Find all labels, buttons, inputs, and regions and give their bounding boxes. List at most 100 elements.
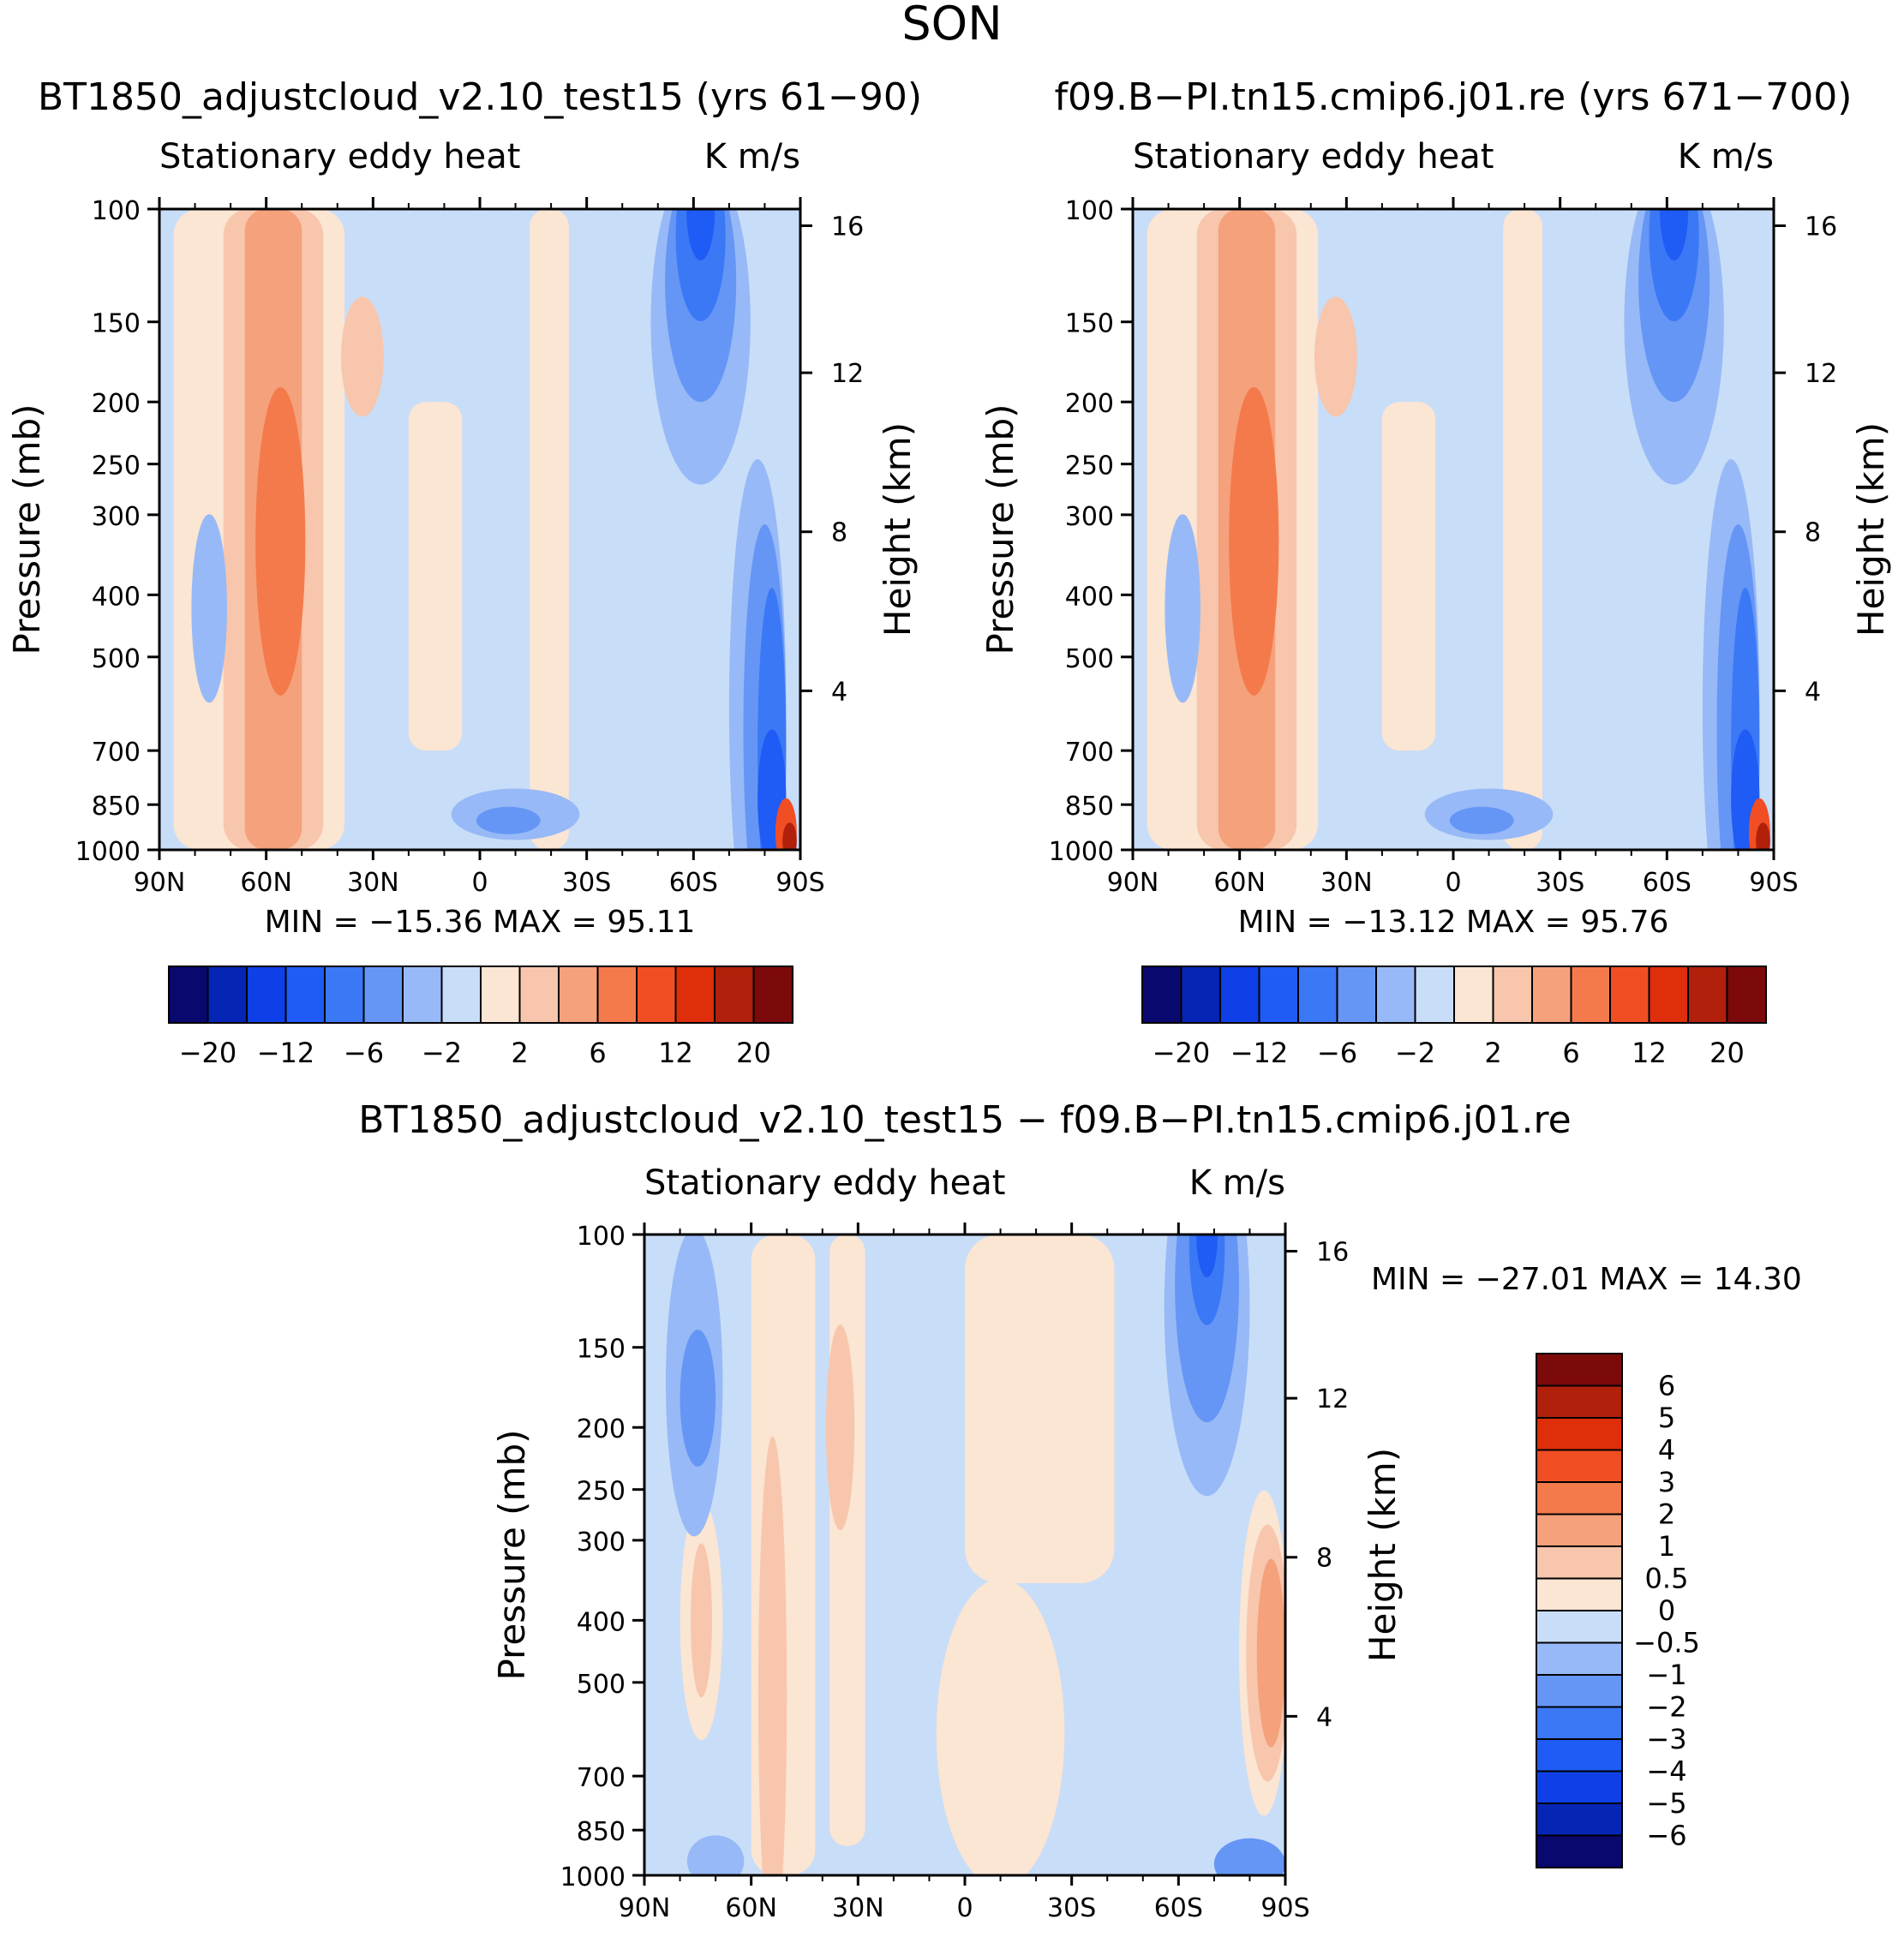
x-tick-label: 60S <box>1154 1893 1203 1923</box>
x-tick-label: 0 <box>956 1893 973 1923</box>
neg-sh-upper-4 <box>686 209 715 260</box>
colorbar-swatch <box>1687 966 1728 1024</box>
y-tick-label: 500 <box>1065 644 1114 674</box>
y-tick-label: 150 <box>577 1335 626 1365</box>
y-tick-label: 100 <box>577 1222 626 1252</box>
blob-neg-eq-core <box>476 806 541 834</box>
panel-title: BT1850_adjustcloud_v2.10_test15 (yrs 61−… <box>38 75 922 119</box>
colorbar-label: −1 <box>1646 1659 1686 1691</box>
colorbar-label: −5 <box>1646 1787 1686 1820</box>
colorbar-swatch <box>752 966 793 1024</box>
colorbar-swatch <box>1726 966 1767 1024</box>
colorbar-label: −12 <box>1230 1037 1289 1069</box>
colorbar-swatch <box>1297 966 1338 1024</box>
x-tick-label: 0 <box>1445 868 1461 898</box>
colorbar-swatch <box>1536 1353 1623 1387</box>
diff-pos-nh-core-2 <box>825 1324 855 1531</box>
colorbar-swatch <box>1536 1738 1623 1773</box>
diff-pos-nh-high-core <box>691 1543 712 1698</box>
y-tick-label: 200 <box>1065 389 1114 419</box>
y-axis-right-title: Height (km) <box>1362 1448 1404 1662</box>
colorbar-label: 5 <box>1658 1402 1675 1434</box>
colorbar-label: 6 <box>1562 1037 1579 1069</box>
colorbar-label: −6 <box>1317 1037 1357 1069</box>
panel-title: f09.B−PI.tn15.cmip6.j01.re (yrs 671−700) <box>1055 75 1853 119</box>
height-tick-label: 12 <box>831 359 864 389</box>
height-tick-label: 12 <box>1805 359 1837 389</box>
x-tick-label: 60N <box>240 868 292 898</box>
y-tick-label: 150 <box>92 309 141 339</box>
colorbar-label: 2 <box>511 1037 528 1069</box>
y-axis-right-title: Height (km) <box>1850 422 1892 637</box>
contour-field <box>1133 209 1774 850</box>
colorbar-swatch <box>1536 1384 1623 1419</box>
colorbar-label: −3 <box>1646 1723 1686 1755</box>
x-tick-label: 30N <box>832 1893 884 1923</box>
panel-difference: BT1850_adjustcloud_v2.10_test15 − f09.B−… <box>358 1098 1802 1923</box>
panel-test: f09.B−PI.tn15.cmip6.j01.re (yrs 671−700)… <box>979 75 1892 1069</box>
colorbar-swatch <box>1375 966 1416 1024</box>
panel-subtitle-left: Stationary eddy heat <box>1133 137 1494 176</box>
y-tick-label: 700 <box>577 1763 626 1793</box>
diff-pos-nh-core <box>757 1436 787 1875</box>
blob-pos-subtrop <box>1314 296 1357 417</box>
colorbar-swatch <box>362 966 404 1024</box>
x-tick-label: 60N <box>1213 868 1266 898</box>
colorbar-swatch <box>1570 966 1611 1024</box>
x-tick-label: 60S <box>669 868 718 898</box>
contour-field <box>644 1235 1285 1875</box>
colorbar-swatch <box>284 966 326 1024</box>
colorbar-swatch <box>596 966 638 1024</box>
colorbar-label: −2 <box>422 1037 462 1069</box>
colorbar-label: −0.5 <box>1633 1627 1700 1659</box>
colorbar-swatch <box>1219 966 1260 1024</box>
y-tick-label: 700 <box>92 738 141 768</box>
height-tick-label: 4 <box>831 677 847 707</box>
panel-units: K m/s <box>1189 1163 1285 1203</box>
height-tick-label: 8 <box>1805 518 1821 548</box>
colorbar-label: 0 <box>1658 1594 1675 1627</box>
y-tick-label: 100 <box>1065 196 1114 226</box>
height-tick-label: 4 <box>1316 1702 1332 1732</box>
blob-neg-eq-core <box>1449 806 1514 834</box>
height-tick-label: 16 <box>831 212 864 242</box>
height-tick-label: 16 <box>1805 212 1837 242</box>
y-tick-label: 250 <box>1065 451 1114 481</box>
colorbar-swatch <box>636 966 677 1024</box>
y-tick-label: 400 <box>1065 582 1114 612</box>
colorbar-swatch <box>714 966 755 1024</box>
colorbar-label: 6 <box>1658 1370 1675 1402</box>
colorbar-swatch <box>1536 1577 1623 1611</box>
contour-field <box>159 209 800 850</box>
colorbar-swatch <box>1536 1545 1623 1580</box>
colorbar-label: −6 <box>1646 1820 1686 1852</box>
colorbar-swatch <box>1536 1610 1623 1644</box>
colorbar-swatch <box>1336 966 1377 1024</box>
y-tick-label: 400 <box>577 1607 626 1637</box>
x-tick-label: 90N <box>1107 868 1159 898</box>
x-tick-label: 30S <box>562 868 611 898</box>
x-tick-label: 90N <box>134 868 186 898</box>
core-max-nh <box>255 386 306 696</box>
height-tick-label: 8 <box>1316 1544 1332 1574</box>
colorbar-swatch <box>480 966 521 1024</box>
colorbar-swatch <box>402 966 443 1024</box>
y-tick-label: 700 <box>1065 738 1114 768</box>
colorbar-label: 0.5 <box>1645 1563 1689 1595</box>
blob-neg-polar-nh <box>1165 514 1200 703</box>
y-tick-label: 100 <box>92 196 141 226</box>
height-tick-label: 4 <box>1805 677 1821 707</box>
y-tick-label: 850 <box>92 792 141 822</box>
y-tick-label: 150 <box>1065 309 1114 339</box>
y-axis-title: Pressure (mb) <box>979 404 1021 655</box>
y-tick-label: 300 <box>92 502 141 532</box>
diff-neg-nh-surface <box>686 1835 745 1875</box>
neg-sh-upper-4 <box>1660 209 1689 260</box>
y-tick-label: 850 <box>1065 792 1114 822</box>
y-tick-label: 400 <box>92 582 141 612</box>
colorbar-label: 2 <box>1658 1498 1675 1531</box>
y-tick-label: 300 <box>577 1527 626 1557</box>
diff-pos-eq-low <box>936 1579 1065 1875</box>
figure-title: SON <box>901 0 1002 51</box>
